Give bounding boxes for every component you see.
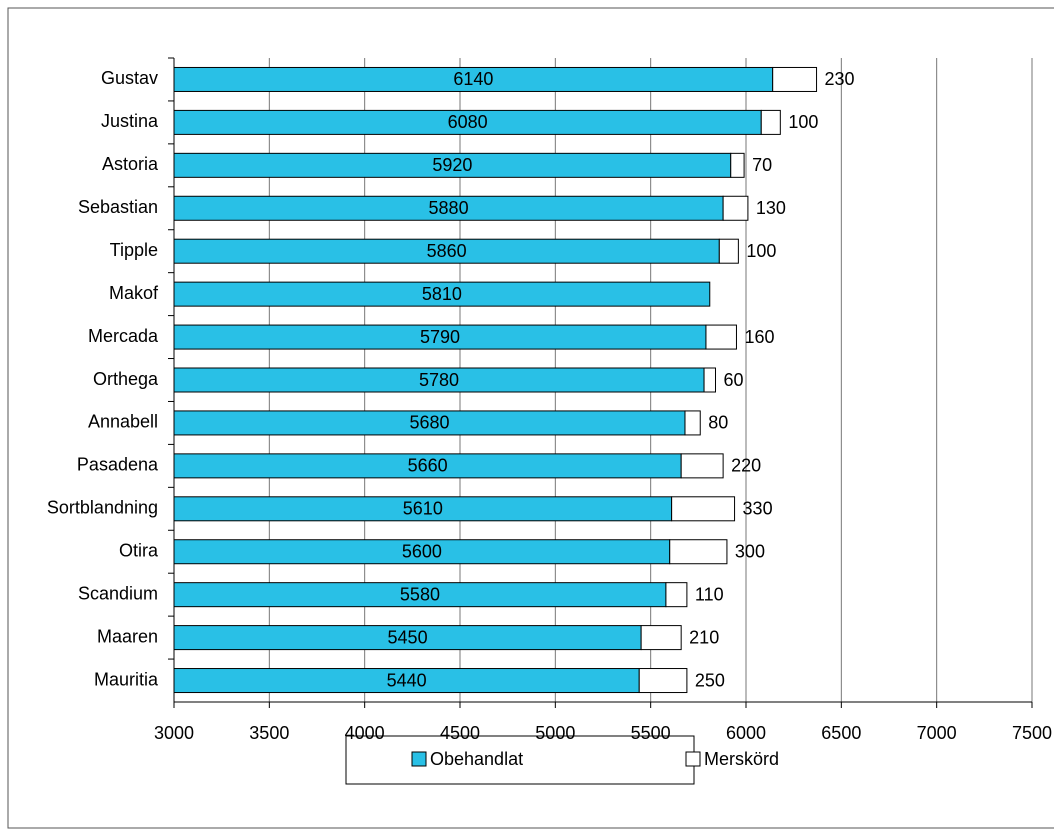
value-label: 210 [689,627,719,647]
y-tick-label: Orthega [93,369,159,389]
value-label: 5580 [400,584,440,604]
bar [669,539,728,565]
y-tick-label: Annabell [88,412,158,432]
value-label: 5810 [422,284,462,304]
bar [173,281,711,307]
y-tick-label: Mercada [88,326,159,346]
y-tick-label: Pasadena [77,455,159,475]
y-tick-label: Mauritia [94,669,159,689]
value-label: 5920 [432,155,472,175]
bar [730,152,745,178]
value-label: 100 [746,241,776,261]
value-label: 5440 [387,670,427,690]
bar [173,324,707,350]
bar [722,195,749,221]
y-tick-label: Otira [119,540,159,560]
y-tick-label: Justina [101,111,159,131]
x-tick-label: 6000 [726,723,766,743]
bar [718,238,739,264]
bar [680,453,724,479]
value-label: 110 [695,584,724,604]
legend-label: Obehandlat [430,749,523,769]
x-tick-label: 5000 [535,723,575,743]
y-tick-label: Gustav [101,68,158,88]
bar [703,367,716,393]
y-tick-label: Maaren [97,626,158,646]
value-label: 5610 [403,499,443,519]
legend-swatch [685,751,701,767]
value-label: 5680 [409,413,449,433]
bar [671,496,736,522]
value-label: 300 [735,541,765,561]
value-label: 5790 [420,327,460,347]
bar [684,410,701,436]
value-label: 5600 [402,541,442,561]
value-label: 220 [731,456,761,476]
legend-label: Merskörd [704,749,779,769]
value-label: 330 [743,499,773,519]
value-label: 5660 [408,456,448,476]
bar [772,66,818,92]
value-label: 70 [752,155,772,175]
bar [173,582,667,608]
value-label: 5780 [419,370,459,390]
bar [173,367,705,393]
y-tick-label: Sortblandning [47,498,158,518]
legend-box [345,735,695,785]
bar [705,324,737,350]
bar [173,453,682,479]
value-label: 250 [695,670,725,690]
bar [665,582,688,608]
bar [173,625,642,651]
y-tick-label: Makof [109,283,159,303]
x-tick-label: 4000 [345,723,385,743]
y-tick-label: Scandium [78,583,158,603]
bar [173,496,673,522]
x-tick-label: 7000 [917,723,957,743]
y-tick-label: Sebastian [78,197,158,217]
bar [173,410,686,436]
x-tick-label: 3500 [249,723,289,743]
legend-swatch [411,751,427,767]
bar [173,152,732,178]
bar [760,109,781,135]
x-tick-label: 3000 [154,723,194,743]
value-label: 100 [788,112,818,132]
value-label: 230 [825,69,855,89]
y-tick-label: Tipple [110,240,158,260]
value-label: 6080 [448,112,488,132]
value-label: 160 [744,327,774,347]
x-tick-label: 4500 [440,723,480,743]
y-tick-label: Astoria [102,154,159,174]
value-label: 6140 [453,69,493,89]
value-label: 5450 [388,627,428,647]
value-label: 5860 [427,241,467,261]
value-label: 80 [708,413,728,433]
value-label: 60 [723,370,743,390]
bar [173,195,724,221]
value-label: 5880 [429,198,469,218]
bar [640,625,682,651]
bar [638,668,688,694]
x-tick-label: 7500 [1012,723,1052,743]
x-tick-label: 5500 [631,723,671,743]
bar [173,109,762,135]
x-tick-label: 6500 [821,723,861,743]
value-label: 130 [756,198,786,218]
